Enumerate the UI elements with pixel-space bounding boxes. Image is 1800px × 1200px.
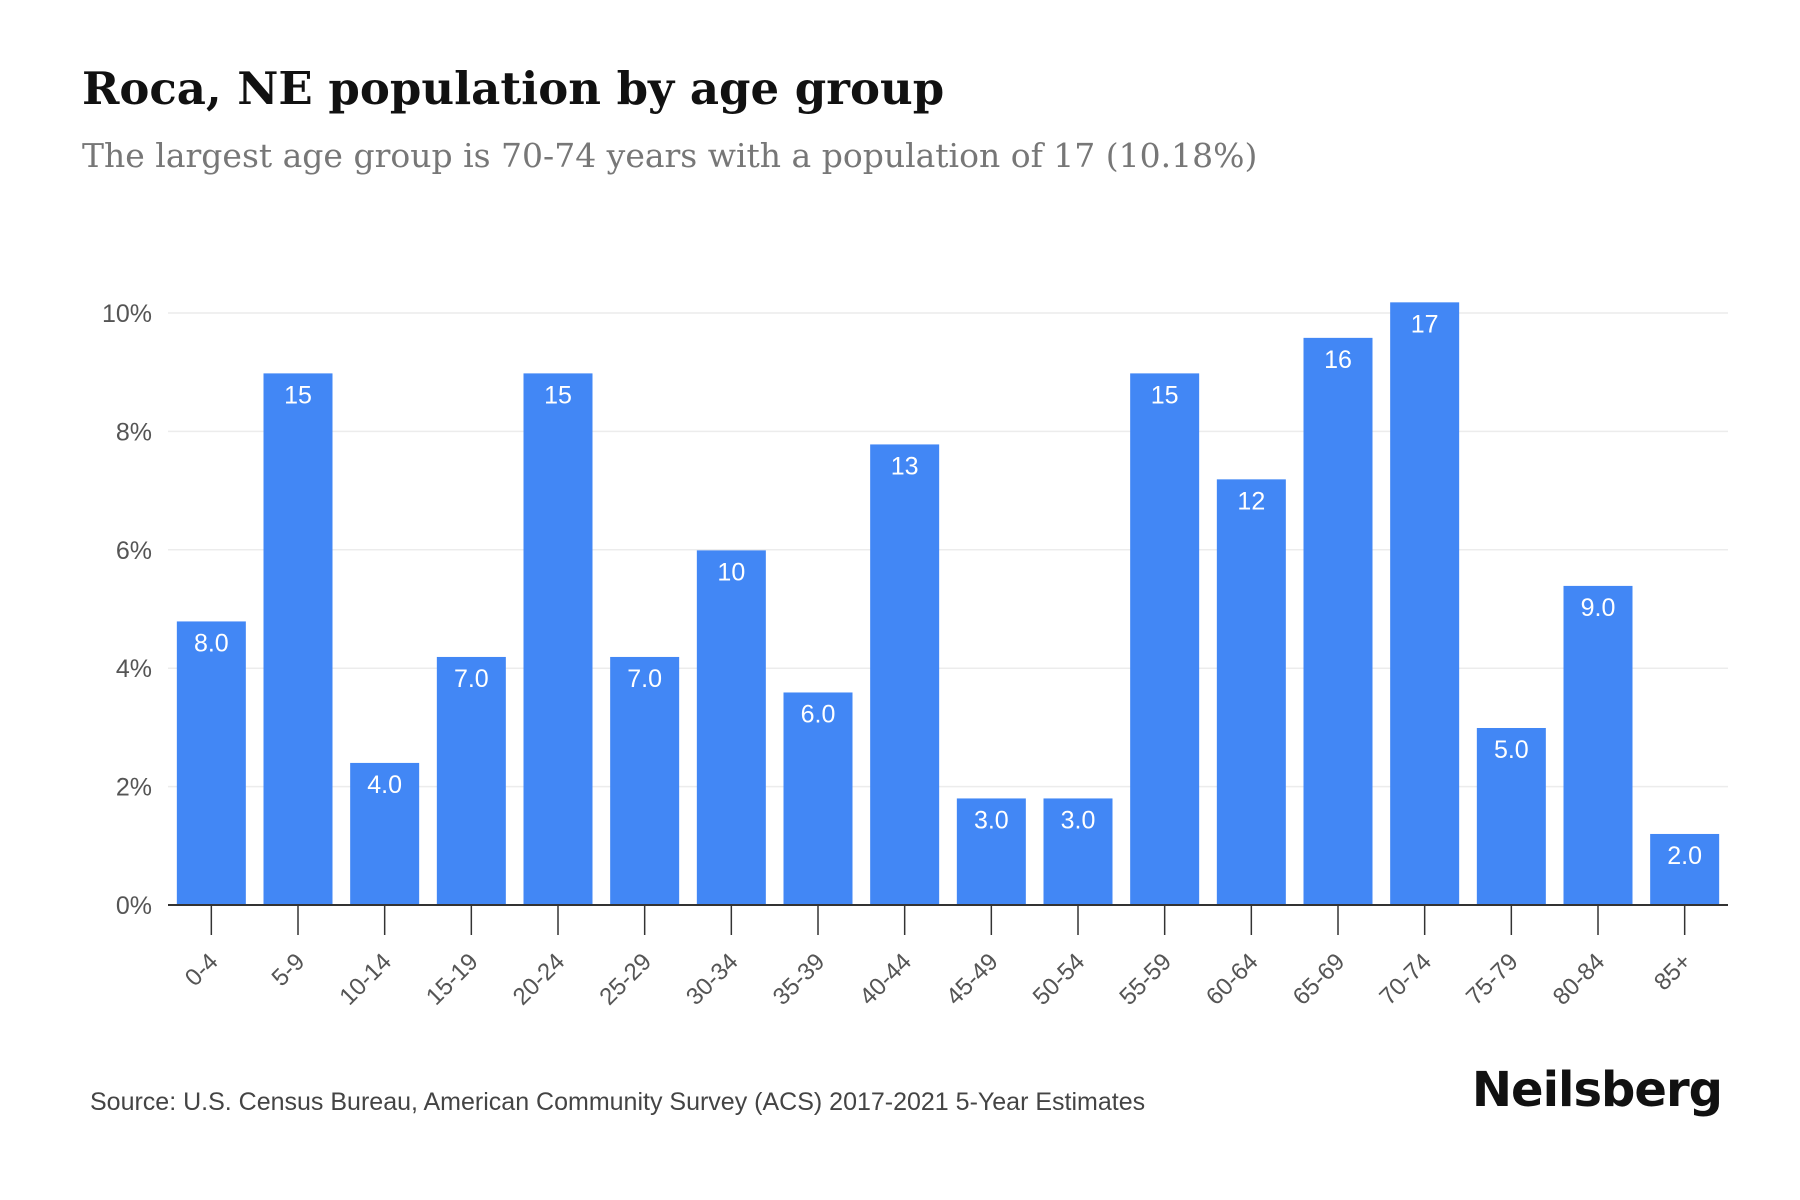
x-tick-label: 60-64 (1201, 948, 1264, 1011)
bar (1390, 302, 1460, 905)
bar (1476, 727, 1546, 905)
bar (783, 692, 853, 905)
bar (696, 550, 766, 905)
bar (176, 621, 246, 905)
y-tick-label: 6% (116, 537, 152, 565)
bar-value-label: 12 (1237, 487, 1265, 515)
bar (1130, 373, 1200, 905)
x-tick-label: 80-84 (1548, 948, 1611, 1011)
chart-subtitle: The largest age group is 70-74 years wit… (82, 136, 1258, 175)
y-tick-label: 0% (116, 892, 152, 920)
x-tick-label: 40-44 (854, 948, 917, 1011)
x-tick-label: 20-24 (508, 948, 571, 1011)
bar (263, 373, 333, 905)
y-tick-label: 4% (116, 655, 152, 683)
x-tick-label: 75-79 (1461, 948, 1524, 1011)
bar-value-label: 7.0 (627, 665, 662, 693)
x-tick-label: 50-54 (1028, 948, 1091, 1011)
bar (350, 762, 420, 905)
bar-value-label: 8.0 (194, 629, 229, 657)
bar-value-label: 9.0 (1581, 594, 1616, 622)
gridlines (168, 312, 1728, 788)
x-axis-ticks: 0-4 5-9 10-14 15-19 20-24 25-29 30-34 35-39 40-4… (180, 905, 1697, 1011)
bar (1043, 798, 1113, 905)
bar-value-label: 16 (1324, 346, 1352, 374)
y-axis-ticks: 0% 2% 4% 6% 8% 10% (102, 300, 152, 920)
x-tick-label: 10-14 (334, 948, 397, 1011)
x-tick-label: 85+ (1649, 948, 1697, 996)
bar-value-label: 6.0 (801, 700, 836, 728)
x-tick-label: 35-39 (768, 948, 831, 1011)
x-tick-label: 5-9 (267, 948, 311, 992)
bar-value-label: 15 (544, 381, 572, 409)
bar (436, 656, 506, 905)
x-tick-label: 55-59 (1114, 948, 1177, 1011)
bar-value-label: 3.0 (974, 806, 1009, 834)
y-tick-label: 8% (116, 418, 152, 446)
bar-value-label: 17 (1411, 310, 1439, 338)
bar (1216, 479, 1286, 905)
y-tick-label: 10% (102, 300, 152, 328)
bar (1650, 833, 1720, 905)
bar-value-label: 3.0 (1061, 806, 1096, 834)
x-tick-label: 70-74 (1374, 948, 1437, 1011)
bar-value-label: 10 (717, 558, 745, 586)
bars: 8.0 15 4.0 7.0 15 7.0 10 6.0 13 3.0 3.0 15 12 16 17 5.0… (176, 302, 1720, 905)
x-tick-label: 65-69 (1288, 948, 1351, 1011)
bar-value-label: 5.0 (1494, 736, 1529, 764)
bar-value-label: 2.0 (1667, 842, 1702, 870)
x-tick-label: 15-19 (421, 948, 484, 1011)
x-tick-label: 30-34 (681, 948, 744, 1011)
y-tick-label: 2% (116, 774, 152, 802)
bar (1563, 585, 1633, 905)
bar-value-label: 15 (1151, 381, 1179, 409)
bar-value-label: 4.0 (367, 771, 402, 799)
bar-value-label: 15 (284, 381, 312, 409)
bar (523, 373, 593, 905)
bar-value-label: 13 (891, 452, 919, 480)
bar (870, 444, 940, 905)
bar (610, 656, 680, 905)
bar (1303, 337, 1373, 905)
x-tick-label: 0-4 (180, 948, 224, 992)
x-tick-label: 45-49 (941, 948, 1004, 1011)
brand-logo: Neilsberg (1471, 1062, 1723, 1118)
chart-title: Roca, NE population by age group (82, 62, 945, 115)
bar (956, 798, 1026, 905)
bar-value-label: 7.0 (454, 665, 489, 693)
source-note: Source: U.S. Census Bureau, American Com… (90, 1088, 1146, 1116)
x-tick-label: 25-29 (594, 948, 657, 1011)
